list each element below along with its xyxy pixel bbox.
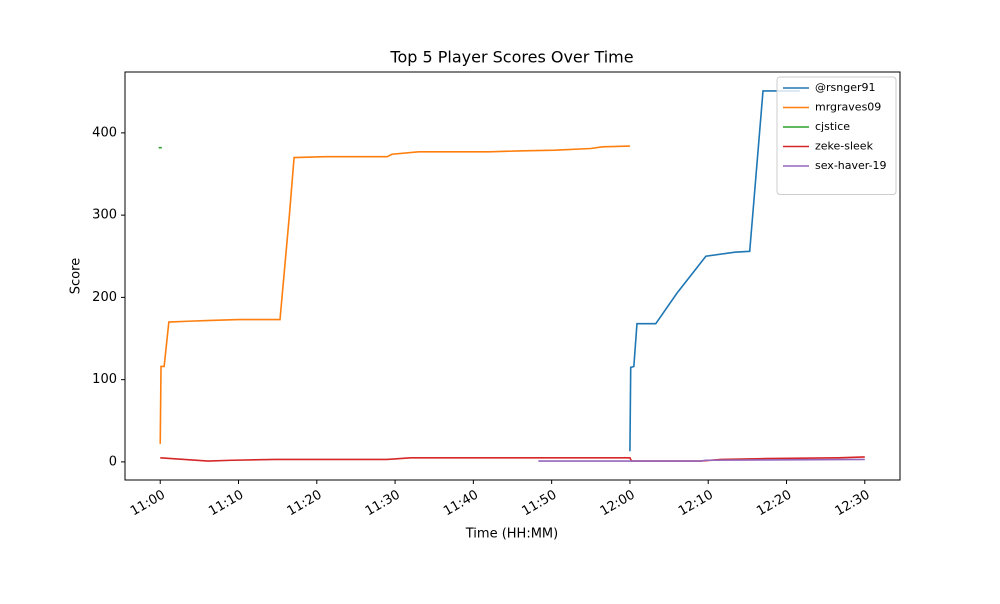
- chart-title: Top 5 Player Scores Over Time: [389, 48, 633, 67]
- y-tick-label: 300: [92, 208, 117, 223]
- legend-box: [776, 76, 897, 195]
- series-line: [160, 456, 865, 462]
- legend-label: mrgraves09: [815, 101, 881, 114]
- legend-label: @rsnger91: [815, 81, 876, 94]
- y-tick-label: 400: [92, 125, 117, 140]
- series-line: [538, 458, 865, 462]
- legend-label: zeke-sleek: [815, 140, 874, 153]
- legend-label: cjstice: [815, 120, 850, 133]
- legend-label: sex-haver-19: [815, 159, 887, 172]
- series-line: [159, 145, 630, 444]
- y-axis-label: Score: [69, 258, 84, 294]
- y-tick-label: 200: [92, 290, 117, 305]
- x-axis-label: Time (HH:MM): [465, 527, 558, 542]
- series-line: [629, 90, 800, 452]
- y-tick-label: 0: [109, 454, 117, 469]
- plot-frame: [124, 71, 901, 481]
- y-tick-label: 100: [92, 372, 117, 387]
